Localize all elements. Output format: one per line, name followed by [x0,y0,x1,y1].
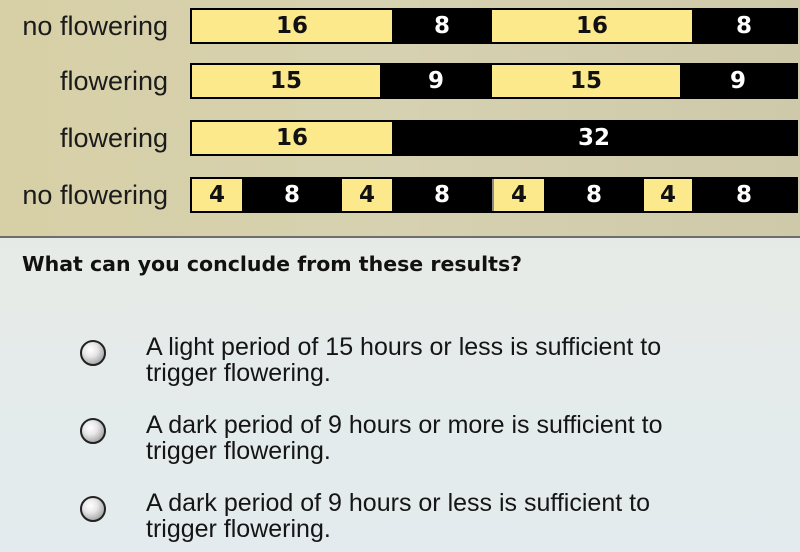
answer-option-line: trigger flowering. [146,515,331,543]
answer-option-text[interactable]: A dark period of 9 hours or less is suff… [146,490,766,542]
answer-option-line: trigger flowering. [146,437,331,465]
dark-period-segment: 8 [692,10,796,42]
light-period-segment: 16 [192,122,392,154]
radio-button-icon[interactable] [80,340,106,366]
photoperiod-bar: 4 8 4 8 4 8 4 8 [190,177,798,213]
light-period-segment: 4 [492,179,544,211]
row-result-label: no flowering [22,180,168,210]
light-period-segment: 4 [644,179,692,211]
dark-period-segment: 8 [692,179,796,211]
radio-button-icon[interactable] [80,496,106,522]
light-period-segment: 4 [192,179,242,211]
question-prompt: What can you conclude from these results… [22,252,523,276]
answer-option-line: A dark period of 9 hours or less is suff… [146,489,650,517]
dark-period-segment: 8 [392,179,492,211]
photoperiod-bar: 16 32 [190,120,798,156]
light-period-segment: 16 [492,10,692,42]
dark-period-segment: 8 [242,179,342,211]
answer-option-line: A light period of 15 hours or less is su… [146,333,662,361]
light-period-segment: 15 [492,65,680,97]
dark-period-segment: 9 [380,65,492,97]
photoperiod-results-panel: no flowering 16 8 16 8 flowering 15 9 15… [0,0,800,238]
answer-option-text[interactable]: A light period of 15 hours or less is su… [146,334,766,386]
row-result-label: no flowering [22,11,168,41]
light-period-segment: 16 [192,10,392,42]
answer-option[interactable]: A dark period of 9 hours or less is suff… [80,490,780,550]
photoperiod-bar: 16 8 16 8 [190,8,798,44]
answer-option-line: trigger flowering. [146,359,331,387]
dark-period-segment: 32 [392,122,796,154]
row-result-label: flowering [59,123,168,153]
light-period-segment: 4 [342,179,392,211]
dark-period-segment: 9 [680,65,796,97]
radio-button-icon[interactable] [80,418,106,444]
answer-option[interactable]: A dark period of 9 hours or more is suff… [80,412,780,472]
answer-option-text[interactable]: A dark period of 9 hours or more is suff… [146,412,766,464]
answer-option[interactable]: A light period of 15 hours or less is su… [80,334,780,394]
answer-option-line: A dark period of 9 hours or more is suff… [146,411,663,439]
row-result-label: flowering [59,66,168,96]
photoperiod-bar: 15 9 15 9 [190,63,798,99]
light-period-segment: 15 [192,65,380,97]
dark-period-segment: 8 [544,179,644,211]
dark-period-segment: 8 [392,10,492,42]
